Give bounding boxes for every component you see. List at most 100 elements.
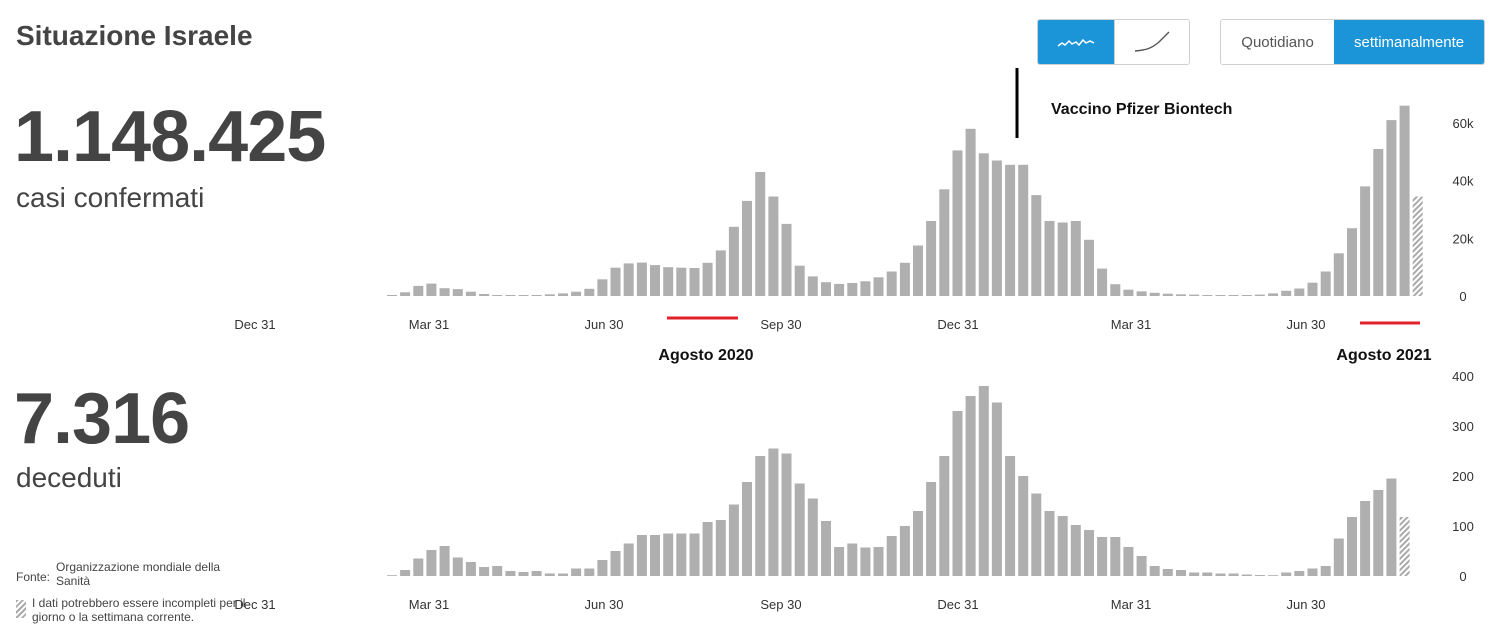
deaths-bar [742, 482, 752, 576]
cases-bar [978, 153, 989, 296]
deaths-x-tick-label: Dec 31 [937, 597, 978, 612]
cases-bar [1057, 222, 1068, 296]
cases-x-tick-label: Mar 31 [409, 317, 449, 332]
deaths-bar [1136, 556, 1147, 576]
deaths-bar [1018, 476, 1029, 576]
source-label: Fonte: [16, 570, 51, 584]
cases-bar [860, 281, 871, 296]
deaths-x-tick-label: Mar 31 [409, 597, 449, 612]
cases-bar [1202, 295, 1213, 296]
cases-bar [1215, 295, 1226, 296]
cases-bar [1162, 293, 1173, 296]
deaths-bar [387, 575, 397, 576]
cases-bar [400, 292, 411, 296]
deaths-bar [1005, 456, 1016, 576]
deaths-bar [1057, 516, 1068, 576]
deaths-bar [623, 543, 634, 576]
deaths-x-tick-label: Sep 30 [760, 597, 801, 612]
cases-y-tick-label: 60k [1453, 116, 1474, 131]
deaths-bar [1307, 568, 1318, 576]
cases-bar [1294, 288, 1305, 296]
deaths-bar [873, 547, 884, 576]
deaths-bar [558, 573, 568, 576]
deaths-y-tick-label: 300 [1452, 419, 1474, 434]
cases-bar [768, 196, 779, 296]
daily-toggle-button[interactable]: Quotidiano [1221, 20, 1335, 64]
deaths-bar [1228, 573, 1239, 576]
cases-bar [742, 200, 752, 296]
cases-x-tick-label: Jun 30 [584, 317, 623, 332]
cases-bar [1005, 164, 1016, 296]
weekly-toggle-button[interactable]: settimanalmente [1334, 20, 1484, 64]
line-chart-toggle-button[interactable] [1113, 20, 1189, 64]
deaths-bar [860, 547, 871, 576]
hatched-swatch [16, 600, 26, 618]
deaths-bar [544, 573, 555, 576]
deaths-bar [1176, 570, 1186, 576]
deaths-bar [926, 482, 937, 576]
cases-x-tick-label: Sep 30 [760, 317, 801, 332]
page-title: Situazione Israele [16, 20, 253, 51]
cases-bar [1084, 239, 1094, 296]
cases-bar [413, 285, 424, 296]
cases-partial-bar [1412, 196, 1423, 296]
deaths-y-tick-label: 400 [1452, 369, 1474, 384]
deaths-label: deceduti [16, 462, 122, 493]
deaths-bar [728, 504, 739, 576]
deaths-bar [413, 558, 424, 576]
cases-bar [834, 283, 845, 296]
cases-bar [952, 150, 963, 296]
cases-bar [886, 271, 897, 296]
deaths-y-tick-label: 0 [1459, 569, 1466, 584]
cases-bar [926, 221, 937, 296]
cases-bar [728, 226, 739, 296]
cases-bar [439, 288, 450, 296]
cases-bar [465, 291, 476, 296]
deaths-bar [597, 560, 608, 576]
deaths-bar [518, 572, 529, 576]
cases-bar [558, 293, 568, 296]
deaths-bar [978, 386, 989, 576]
deaths-bar [1320, 566, 1331, 576]
deaths-bar [952, 411, 963, 576]
cases-bar [636, 262, 647, 296]
deaths-bar [400, 570, 411, 576]
deaths-bar [426, 550, 437, 576]
cases-bar [899, 262, 910, 296]
cases-total: 1.148.425 [14, 97, 326, 177]
aug2021-annotation: Agosto 2021 [1336, 347, 1431, 364]
source-value: Organizzazione mondiale della Sanità [56, 560, 221, 588]
cases-bar [1176, 294, 1186, 296]
deaths-total: 7.316 [14, 379, 190, 459]
deaths-x-tick-label: Dec 31 [234, 597, 275, 612]
deaths-bar [1044, 511, 1055, 576]
cases-bar [650, 265, 660, 296]
deaths-bar [531, 571, 542, 576]
deaths-bar [439, 546, 450, 576]
deaths-bar [1149, 566, 1160, 576]
deaths-bar [1123, 547, 1134, 576]
bar-chart-toggle-button[interactable] [1038, 20, 1114, 64]
cases-bar [873, 277, 884, 296]
deaths-bar [1031, 493, 1042, 576]
cases-bar [1268, 293, 1279, 296]
deaths-bar [1084, 530, 1094, 576]
deaths-bar [584, 568, 595, 576]
deaths-bar [1202, 572, 1213, 576]
cases-y-tick-label: 0 [1459, 289, 1466, 304]
cases-bar [452, 289, 463, 296]
deaths-bar [1110, 537, 1121, 576]
deaths-bar [768, 448, 779, 576]
deaths-bar [821, 521, 831, 576]
cases-x-tick-label: Dec 31 [234, 317, 275, 332]
cases-bar [479, 294, 490, 296]
deaths-bar [636, 535, 647, 576]
deaths-bar [1189, 572, 1200, 576]
cases-bar [1123, 289, 1134, 296]
deaths-bar [676, 533, 687, 576]
cases-y-tick-label: 20k [1453, 231, 1474, 246]
line-chart-icon [1134, 31, 1170, 52]
deaths-x-tick-label: Jun 30 [1286, 597, 1325, 612]
cases-bar [676, 267, 687, 296]
